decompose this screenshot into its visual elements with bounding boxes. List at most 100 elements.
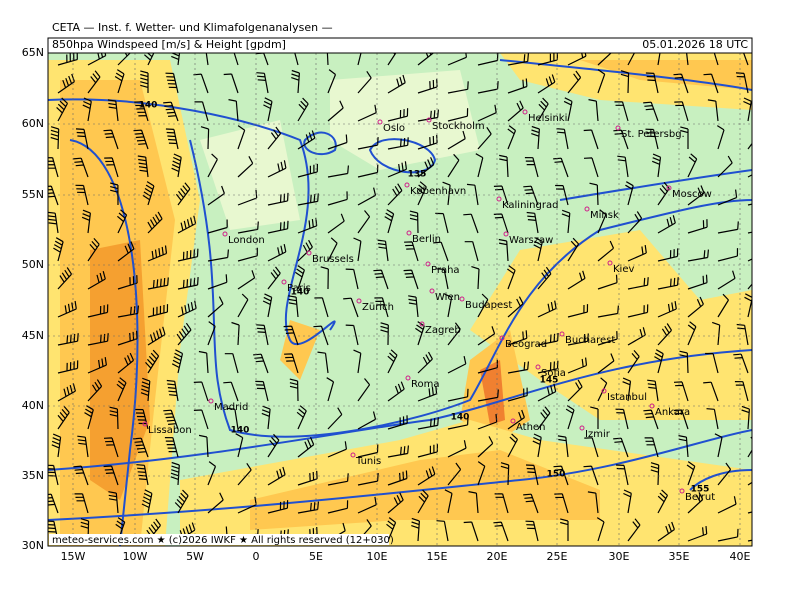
wind-barb bbox=[267, 192, 289, 206]
city-label: Zürich bbox=[362, 302, 394, 313]
wind-barb bbox=[194, 101, 209, 122]
wind-barb bbox=[313, 325, 329, 346]
wind-barb bbox=[267, 433, 280, 458]
wind-barb bbox=[48, 211, 59, 234]
wind-barb bbox=[717, 189, 738, 206]
longitude-label: 20E bbox=[487, 550, 508, 563]
wind-barb bbox=[643, 101, 659, 122]
city-marker bbox=[406, 230, 412, 236]
wind-barb bbox=[680, 126, 689, 149]
wind-barb bbox=[144, 53, 155, 66]
wind-barb bbox=[357, 411, 377, 430]
wind-barb bbox=[198, 434, 209, 458]
wind-barb bbox=[597, 53, 612, 66]
wind-barb bbox=[289, 378, 299, 402]
wind-barb bbox=[317, 351, 329, 374]
wind-barb bbox=[657, 301, 677, 318]
wind-barb bbox=[297, 501, 319, 514]
city-marker bbox=[496, 196, 502, 202]
city-marker bbox=[649, 403, 655, 409]
wind-barb bbox=[705, 352, 719, 374]
wind-barb bbox=[327, 237, 338, 262]
city-label: London bbox=[228, 235, 265, 246]
wind-barb bbox=[256, 324, 269, 346]
wind-barb bbox=[205, 53, 209, 66]
wind-barb bbox=[136, 464, 149, 486]
city-marker bbox=[429, 288, 435, 294]
wind-barb bbox=[711, 321, 721, 346]
wind-barb bbox=[537, 266, 552, 290]
wind-barb bbox=[237, 156, 254, 178]
wind-barb bbox=[622, 377, 632, 402]
wind-barb bbox=[463, 213, 479, 234]
wind-barb bbox=[747, 142, 752, 150]
wind-barb bbox=[224, 353, 239, 374]
wind-barb bbox=[117, 209, 128, 234]
city-marker bbox=[419, 321, 425, 327]
wind-barb bbox=[87, 238, 100, 262]
wind-barb bbox=[477, 461, 486, 486]
wind-barb bbox=[267, 220, 289, 234]
wind-barb bbox=[464, 241, 479, 262]
wind-barb bbox=[475, 153, 484, 178]
wind-barb bbox=[417, 385, 438, 402]
city-marker bbox=[584, 206, 590, 212]
wind-barb bbox=[207, 153, 218, 178]
contour-label: 140 bbox=[231, 426, 250, 436]
wind-barb bbox=[643, 409, 659, 430]
wind-barb bbox=[657, 53, 661, 66]
wind-barb bbox=[403, 269, 419, 290]
wind-barb bbox=[284, 353, 299, 374]
city-marker bbox=[377, 119, 383, 125]
wind-barb bbox=[537, 360, 559, 374]
wind-barb bbox=[297, 163, 318, 178]
wind-barb bbox=[436, 520, 449, 542]
wind-barb bbox=[387, 108, 409, 122]
wind-barb bbox=[73, 157, 89, 178]
wind-barb bbox=[563, 97, 573, 122]
graticule bbox=[48, 53, 752, 546]
wind-barb bbox=[345, 268, 359, 290]
city-label: Oslo bbox=[383, 123, 405, 134]
wind-barb bbox=[384, 209, 395, 234]
wind-barb bbox=[235, 433, 244, 458]
wind-barb bbox=[117, 53, 131, 66]
wind-barb bbox=[48, 520, 59, 542]
city-marker bbox=[615, 125, 621, 131]
wind-barb bbox=[57, 333, 79, 346]
wind-barb bbox=[507, 53, 529, 66]
wind-barb bbox=[198, 350, 209, 374]
wind-barb bbox=[357, 473, 379, 486]
contour-label: 140 bbox=[291, 288, 310, 298]
wind-barb bbox=[686, 53, 689, 66]
wind-barb bbox=[87, 357, 107, 374]
wind-barb bbox=[507, 361, 529, 374]
wind-barb bbox=[687, 321, 697, 346]
wind-barb bbox=[174, 489, 189, 514]
wind-barb bbox=[597, 305, 619, 318]
wind-barb bbox=[706, 408, 719, 430]
wind-barb bbox=[499, 154, 509, 178]
wind-barb bbox=[177, 300, 197, 318]
wind-barb bbox=[207, 274, 228, 290]
city-marker bbox=[208, 398, 214, 404]
wind-barb bbox=[262, 293, 273, 318]
wind-barb bbox=[525, 520, 539, 542]
wind-barb bbox=[537, 406, 551, 430]
wind-barb bbox=[587, 491, 599, 514]
wind-barb bbox=[532, 433, 542, 458]
wind-barb bbox=[297, 470, 318, 486]
wind-barb bbox=[377, 239, 389, 262]
wind-barb bbox=[687, 185, 705, 206]
wind-barb bbox=[678, 435, 689, 458]
city-marker bbox=[356, 298, 362, 304]
wind-barb bbox=[507, 296, 524, 318]
longitude-label: 25E bbox=[547, 550, 568, 563]
wind-barb bbox=[493, 521, 509, 542]
wind-barb bbox=[171, 349, 184, 374]
wind-barb bbox=[447, 440, 467, 458]
wind-barb bbox=[255, 53, 269, 66]
wind-barb bbox=[237, 247, 258, 262]
wind-barb bbox=[415, 321, 425, 346]
wind-barb bbox=[614, 101, 629, 122]
